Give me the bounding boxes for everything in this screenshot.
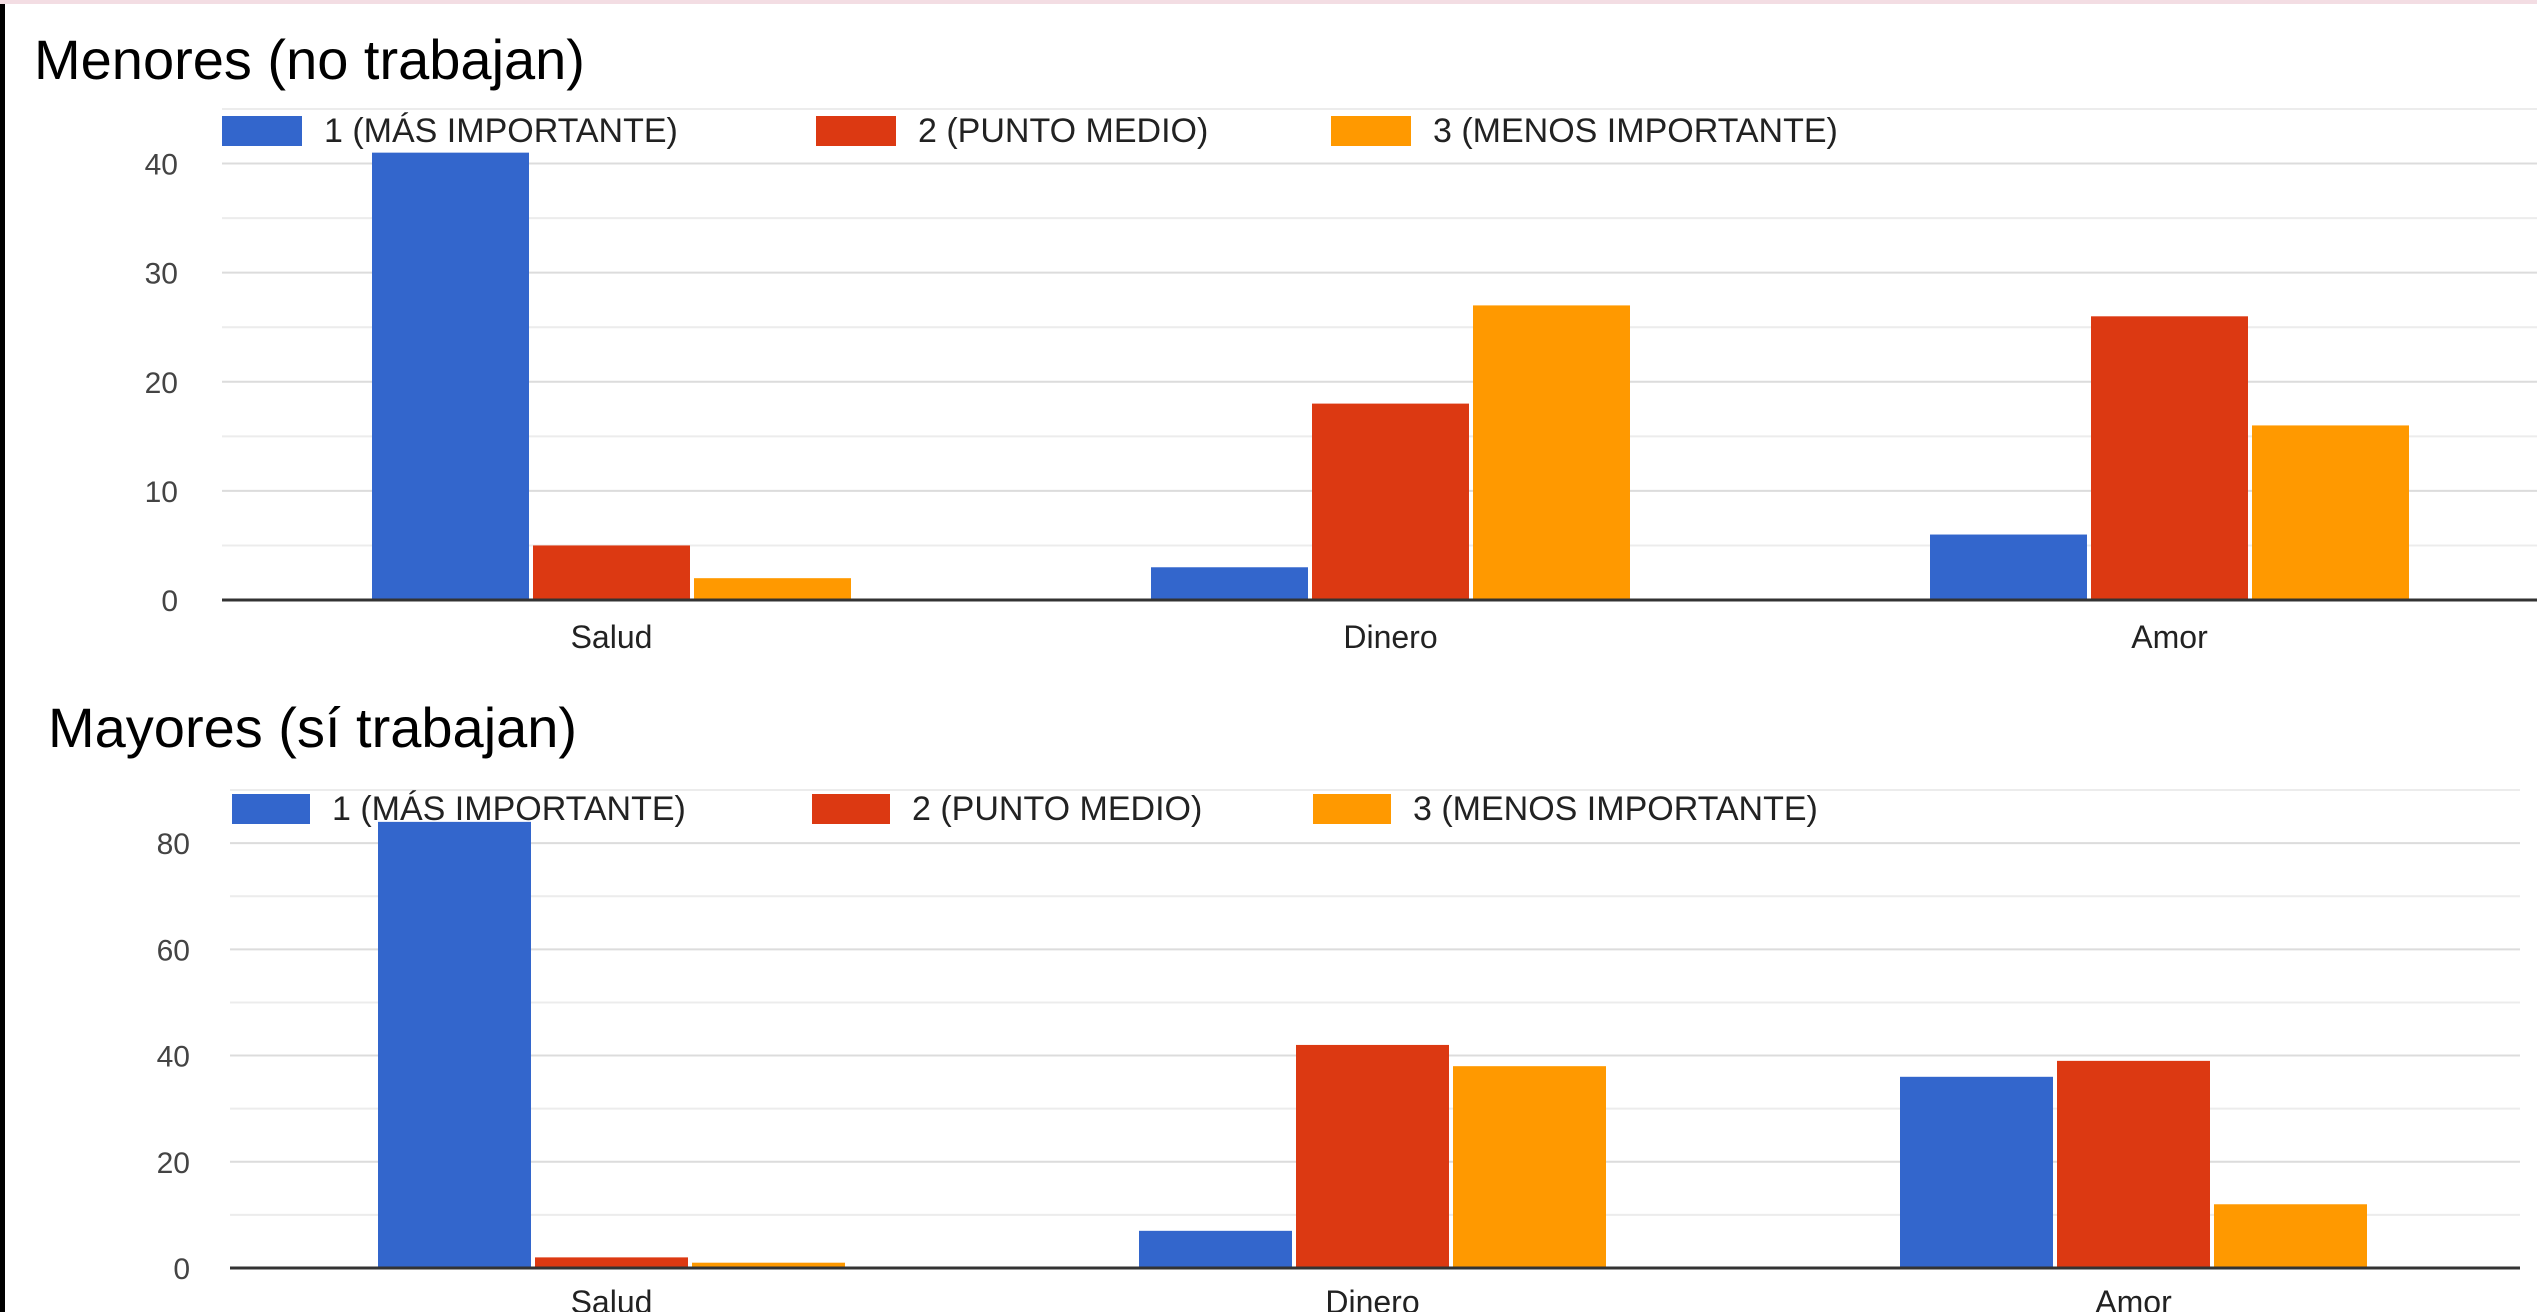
bar-amor-series-1 [1900, 1076, 2053, 1268]
top-border [0, 0, 2537, 4]
chart-title-mayores: Mayores (sí trabajan) [48, 696, 578, 759]
x-category-label: Salud [571, 1284, 653, 1312]
legend-label-series-3: 3 (MENOS IMPORTANTE) [1413, 790, 1818, 828]
bar-chart-menores: 0 10 20 30 40 Salud Dinero Amor 1 (MÁS IMPORTANT… [145, 108, 2537, 655]
x-category-label: Amor [2131, 619, 2208, 655]
bar-salud-series-1 [378, 821, 531, 1268]
chart-title-menores: Menores (no trabajan) [34, 28, 585, 91]
bar-salud-series-3 [694, 578, 851, 600]
bar-dinero-series-1 [1139, 1230, 1292, 1268]
bar-dinero-series-1 [1151, 567, 1308, 600]
legend-label-series-3: 3 (MENOS IMPORTANTE) [1433, 112, 1838, 150]
x-category-label: Amor [2095, 1284, 2172, 1312]
y-tick-label: 40 [157, 1041, 190, 1074]
bar-salud-series-2 [535, 1257, 688, 1268]
y-tick-label: 10 [145, 476, 178, 509]
legend-swatch-series-2 [816, 116, 896, 146]
y-tick-label: 30 [145, 258, 178, 291]
bar-dinero-series-2 [1296, 1044, 1449, 1268]
legend-swatch-series-1 [232, 794, 310, 824]
x-category-label: Salud [571, 619, 653, 655]
left-border [0, 4, 5, 1312]
y-tick-label: 20 [157, 1147, 190, 1180]
y-tick-label: 80 [157, 828, 190, 861]
bar-amor-series-3 [2252, 425, 2409, 600]
legend-label-series-1: 1 (MÁS IMPORTANTE) [332, 790, 686, 828]
x-category-label: Dinero [1343, 619, 1437, 655]
bar-salud-series-1 [372, 152, 529, 600]
legend-label-series-1: 1 (MÁS IMPORTANTE) [324, 112, 678, 150]
bar-amor-series-1 [1930, 534, 2087, 600]
legend-swatch-series-3 [1331, 116, 1411, 146]
y-tick-label: 40 [145, 149, 178, 182]
y-tick-label: 20 [145, 367, 178, 400]
legend-swatch-series-1 [222, 116, 302, 146]
bar-salud-series-2 [533, 545, 690, 600]
legend-swatch-series-3 [1313, 794, 1391, 824]
bar-dinero-series-3 [1453, 1066, 1606, 1268]
legend-label-series-2: 2 (PUNTO MEDIO) [912, 790, 1202, 828]
y-tick-label: 0 [161, 585, 178, 618]
x-category-label: Dinero [1325, 1284, 1419, 1312]
bar-salud-series-3 [692, 1262, 845, 1268]
bar-amor-series-2 [2091, 316, 2248, 600]
y-tick-label: 60 [157, 934, 190, 967]
bar-dinero-series-3 [1473, 305, 1630, 600]
bar-amor-series-3 [2214, 1204, 2367, 1268]
legend-swatch-series-2 [812, 794, 890, 824]
legend-label-series-2: 2 (PUNTO MEDIO) [918, 112, 1208, 150]
bar-dinero-series-2 [1312, 403, 1469, 600]
bar-amor-series-2 [2057, 1060, 2210, 1268]
y-tick-label: 0 [173, 1253, 190, 1286]
